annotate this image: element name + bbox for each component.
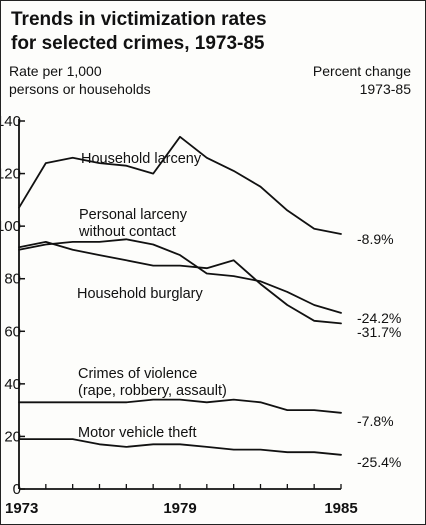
chart-title-line: for selected crimes, 1973-85 [11,33,265,54]
percent-change-label: -25.4% [357,454,401,470]
percent-change-header-line: Percent change [313,63,411,79]
series-name-label: Motor vehicle theft [78,425,196,441]
y-tick-label: 0 [13,481,21,498]
chart-title-line: Trends in victimization rates [11,9,267,30]
y-tick-label: 60 [4,323,21,340]
y-tick-label: 40 [4,376,21,393]
series-line-1 [18,238,342,314]
x-tick-label: 1985 [324,500,357,517]
y-axis-label-line: Rate per 1,000 [9,63,102,79]
percent-change-label: -31.7% [357,324,401,340]
series-name-label: without contact [78,224,176,240]
y-tick-label: 120 [1,166,21,183]
series-name-label: Personal larceny [79,207,188,223]
percent-change-label: -7.8% [357,413,394,429]
x-tick-label: 1973 [5,500,38,517]
series-name-label: Crimes of violence [78,366,197,382]
series-line-3 [18,398,342,414]
y-tick-label: 80 [4,271,21,288]
percent-change-label: -8.9% [357,231,394,247]
series-name-label: Household larceny [81,151,202,167]
percent-change-label: -24.2% [357,310,401,326]
percent-change-header-line: 1973-85 [360,81,412,97]
series-line-2 [18,241,342,325]
series-name-label: (rape, robbery, assault) [78,383,227,399]
y-tick-label: 20 [4,428,21,445]
series-name-label: Household burglary [77,286,203,302]
x-tick-label: 1979 [163,500,196,517]
y-axis-label-line: persons or households [9,81,151,97]
y-tick-label: 140 [1,113,21,130]
y-tick-label: 100 [1,218,21,235]
series-line-0 [18,135,342,235]
series-line-4 [18,438,342,456]
